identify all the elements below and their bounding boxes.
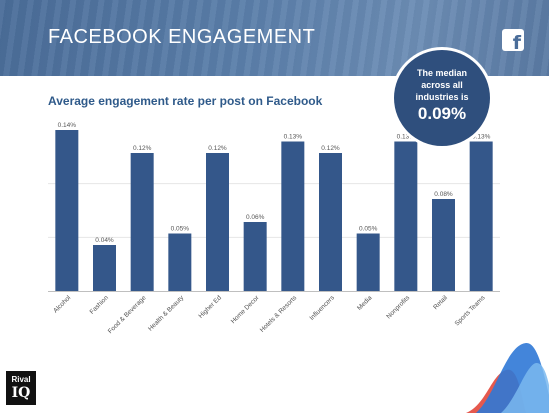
chart-title: Average engagement rate per post on Face… bbox=[48, 94, 323, 108]
logo-text-bottom: IQ bbox=[11, 385, 31, 401]
value-label-10: 0.08% bbox=[434, 191, 453, 198]
bar-6 bbox=[281, 141, 305, 291]
value-label-6: 0.13% bbox=[284, 134, 303, 141]
header-banner: FACEBOOK ENGAGEMENT f bbox=[0, 0, 549, 76]
value-label-9: 0.13% bbox=[397, 134, 416, 141]
bar-2 bbox=[130, 153, 154, 291]
value-label-2: 0.12% bbox=[133, 145, 152, 152]
category-label-2: Food & Beverage bbox=[107, 294, 148, 335]
category-label-0: Alcohol bbox=[52, 294, 72, 314]
decorative-waves bbox=[466, 342, 549, 413]
bar-10 bbox=[432, 199, 455, 291]
bar-8 bbox=[356, 233, 380, 291]
bar-11 bbox=[469, 141, 493, 291]
page-title: FACEBOOK ENGAGEMENT bbox=[48, 26, 316, 48]
rival-iq-logo: Rival IQ bbox=[6, 371, 36, 405]
bar-0 bbox=[55, 130, 79, 291]
category-label-11: Sports Teams bbox=[454, 294, 487, 327]
facebook-f-glyph: f bbox=[512, 32, 521, 54]
median-text: The median across all industries is bbox=[415, 68, 469, 102]
category-label-10: Retail bbox=[432, 294, 449, 311]
bar-9 bbox=[394, 141, 418, 291]
bar-5 bbox=[243, 222, 267, 291]
category-label-6: Hotels & Resorts bbox=[259, 294, 299, 334]
median-value: 0.09% bbox=[417, 104, 467, 123]
bar-1 bbox=[93, 245, 116, 291]
category-label-5: Home Decor bbox=[230, 294, 261, 325]
bar-4 bbox=[206, 153, 229, 291]
value-label-3: 0.05% bbox=[171, 226, 190, 233]
bar-3 bbox=[168, 233, 192, 291]
facebook-f-icon: f bbox=[502, 29, 524, 54]
category-label-9: Nonprofits bbox=[385, 294, 411, 320]
value-label-11: 0.13% bbox=[472, 134, 491, 141]
category-label-3: Health & Beauty bbox=[147, 294, 186, 333]
bar-7 bbox=[319, 153, 342, 291]
logo-text-top: Rival bbox=[11, 375, 31, 384]
category-label-7: Influencers bbox=[308, 294, 336, 322]
value-label-5: 0.06% bbox=[246, 214, 265, 221]
category-label-4: Higher Ed bbox=[198, 294, 224, 320]
category-label-1: Fashion bbox=[89, 294, 111, 316]
category-label-8: Media bbox=[356, 294, 374, 312]
value-label-1: 0.04% bbox=[95, 237, 114, 244]
median-bubble: The median across all industries is 0.09… bbox=[394, 50, 490, 146]
value-label-8: 0.05% bbox=[359, 226, 378, 233]
value-label-0: 0.14% bbox=[58, 122, 77, 129]
value-label-7: 0.12% bbox=[321, 145, 340, 152]
value-label-4: 0.12% bbox=[208, 145, 227, 152]
